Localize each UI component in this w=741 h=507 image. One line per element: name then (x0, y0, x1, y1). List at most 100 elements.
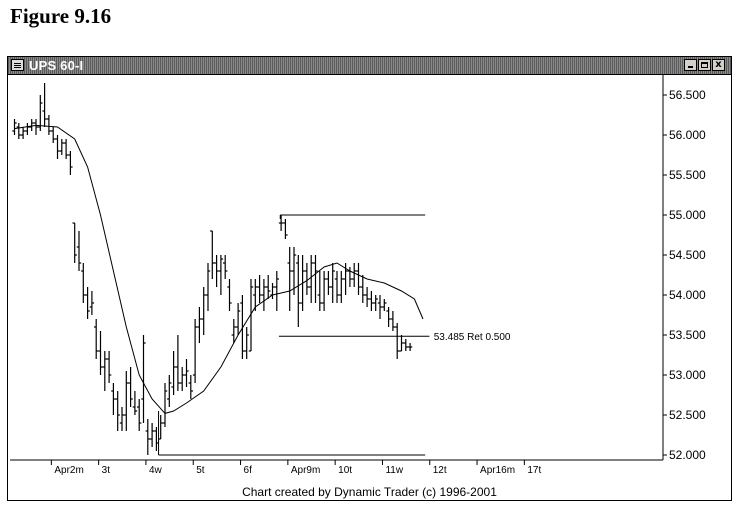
app-chart-icon[interactable] (11, 59, 24, 71)
ohlc-bar (235, 303, 241, 335)
ohlc-bar (205, 263, 211, 311)
ohlc-bar (76, 231, 82, 271)
ohlc-bar (72, 222, 77, 263)
ohlc-bar (390, 311, 396, 331)
close-icon[interactable]: x (712, 59, 725, 71)
ohlc-bar (25, 123, 30, 135)
y-tick-label: 56.000 (669, 128, 706, 142)
ohlc-bar (266, 275, 271, 299)
ohlc-bar (149, 423, 155, 447)
ohlc-bar (278, 215, 284, 231)
ohlc-bar (377, 295, 383, 319)
ohlc-bar (68, 151, 73, 175)
ohlc-bar (244, 327, 249, 359)
ohlc-bar (283, 219, 288, 239)
ohlc-bar (180, 367, 185, 391)
price-chart: 56.500 56.000 55.500 55.000 54.500 54.000 53.5… (10, 75, 706, 476)
ohlc-bar (128, 367, 133, 407)
ohlc-bar (386, 307, 391, 327)
ohlc-bar (29, 119, 34, 131)
ohlc-bar (81, 263, 86, 303)
y-tick-label: 53.500 (669, 328, 706, 342)
ohlc-bar (395, 323, 400, 359)
x-tick-label: Apr2m (54, 465, 83, 476)
ohlc-bar (214, 255, 219, 287)
ohlc-bar (145, 419, 150, 455)
ohlc-bar (334, 271, 340, 303)
ohlc-bar (154, 427, 159, 451)
retracement-label: 53.485 Ret 0.500 (434, 332, 511, 343)
ohlc-bar (356, 263, 361, 295)
ohlc-bar (115, 391, 120, 431)
ohlc-bar (94, 319, 99, 359)
x-tick-label: 4w (149, 465, 163, 476)
ohlc-bar (253, 279, 258, 311)
ohlc-bar (352, 263, 357, 287)
ohlc-bar (171, 351, 176, 395)
ohlc-bar (16, 123, 21, 139)
y-tick-label: 55.000 (669, 208, 706, 222)
ohlc-bar (63, 139, 69, 159)
ohlc-bar (12, 119, 17, 135)
ohlc-bar (399, 335, 404, 352)
ohlc-bar (330, 263, 335, 303)
ohlc-bar (309, 255, 314, 303)
window-title: UPS 60-I (29, 58, 84, 73)
ohlc-bar (304, 263, 310, 295)
ohlc-bar (192, 319, 198, 383)
ohlc-bar (231, 319, 236, 343)
x-tick-label: 17t (527, 465, 541, 476)
ohlc-bar (403, 339, 408, 351)
ohlc-bar (102, 351, 107, 391)
y-tick-label: 54.000 (669, 288, 706, 302)
ohlc-bar (141, 335, 146, 423)
ohlc-bar (162, 383, 168, 427)
x-tick-label: 12t (433, 465, 447, 476)
ohlc-bar (20, 127, 26, 139)
ohlc-bar (287, 247, 292, 311)
ohlc-bar (33, 119, 39, 135)
maximize-icon[interactable] (698, 59, 711, 71)
ohlc-bar (201, 287, 206, 335)
y-tick-label: 54.500 (669, 248, 706, 262)
minimize-icon[interactable] (684, 59, 697, 71)
ohlc-bar (317, 271, 322, 311)
ohlc-bar (197, 307, 202, 343)
ohlc-bar (111, 383, 116, 415)
ohlc-bar (106, 351, 112, 383)
ohlc-bar (321, 271, 327, 311)
ohlc-bar (124, 371, 129, 431)
chart-credit: Chart created by Dynamic Trader (c) 1996… (242, 485, 497, 499)
ohlc-bar (132, 391, 138, 415)
ohlc-bar (38, 95, 43, 131)
ohlc-bar (373, 295, 378, 311)
ohlc-bar (257, 275, 262, 303)
ohlc-bar (85, 287, 90, 319)
x-tick-label: 6f (244, 465, 253, 476)
ohlc-bar (261, 279, 267, 311)
ohlc-bar (167, 375, 172, 407)
ohlc-bar (296, 255, 301, 327)
ohlc-bar (407, 343, 413, 351)
ohlc-bar (51, 127, 56, 143)
y-tick-label: 52.500 (669, 408, 706, 422)
ohlc-bar (223, 255, 228, 279)
ohlc-bar (184, 359, 189, 387)
ohlc-bar (382, 299, 387, 311)
ohlc-bar (188, 375, 193, 399)
ohlc-bar (227, 279, 232, 311)
ohlc-bar (240, 295, 245, 359)
x-tick-label: 5t (196, 465, 205, 476)
ohlc-bar (360, 275, 365, 303)
ohlc-bar (369, 291, 374, 311)
window-titlebar[interactable]: UPS 60-I x (8, 57, 731, 75)
ohlc-bar (137, 399, 142, 431)
ohlc-bar (119, 407, 125, 431)
x-tick-label: Apr9m (291, 465, 320, 476)
x-tick-label: Apr16m (480, 465, 515, 476)
ohlc-bar (248, 279, 254, 352)
ohlc-bar (98, 331, 103, 375)
moving-average-line (14, 124, 424, 414)
ohlc-bar (175, 335, 181, 391)
ohlc-bar (291, 247, 297, 295)
